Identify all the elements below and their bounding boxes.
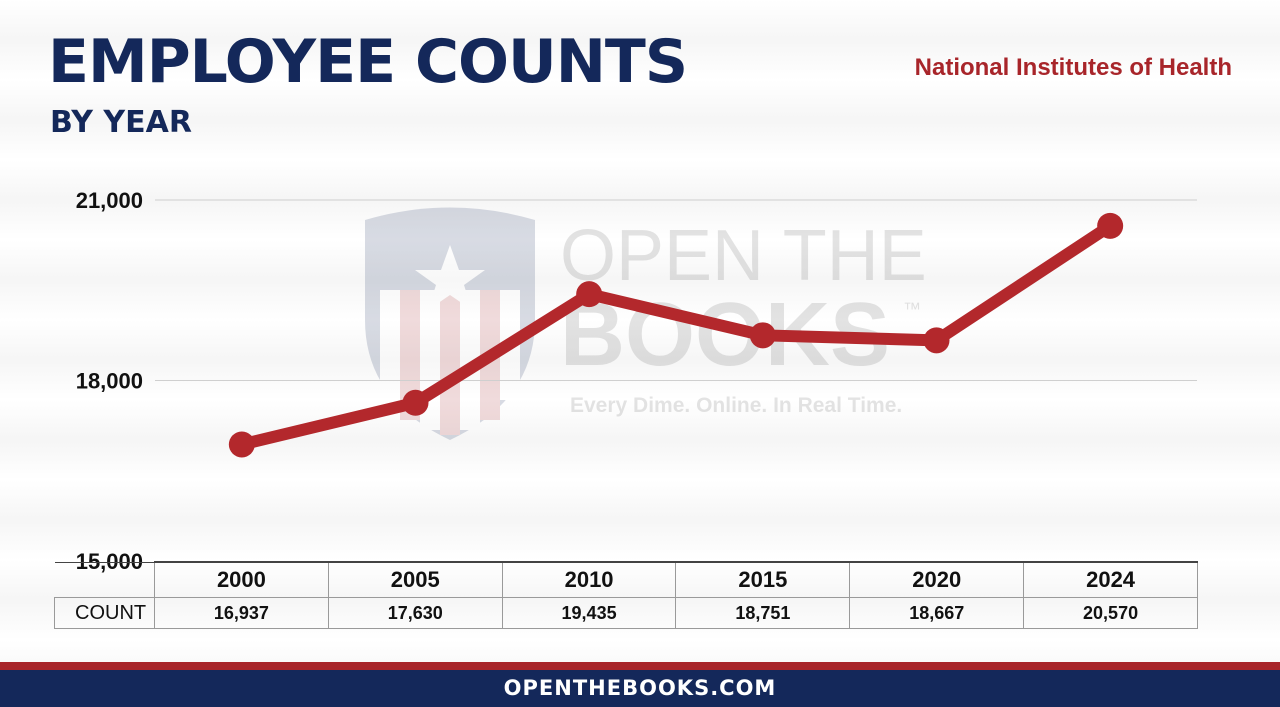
data-point bbox=[576, 281, 603, 308]
agency-name: National Institutes of Health bbox=[914, 54, 1232, 81]
page-title: EMPLOYEE COUNTS bbox=[48, 27, 688, 97]
watermark-logo: OPEN THE BOOKS ™ Every Dime. Online. In … bbox=[365, 207, 925, 440]
count-cell: 19,435 bbox=[501, 597, 677, 629]
gridlines bbox=[155, 199, 1197, 381]
data-point bbox=[923, 327, 950, 354]
watermark-trademark: ™ bbox=[903, 299, 921, 319]
watermark-line1: OPEN THE bbox=[560, 216, 925, 296]
shield-icon bbox=[365, 207, 535, 440]
year-cell: 2005 bbox=[327, 561, 503, 598]
year-cell: 2010 bbox=[501, 561, 677, 598]
series-polyline bbox=[235, 219, 1117, 451]
data-table: 2000 2005 2010 2015 2020 2024 COUNT 16,9… bbox=[54, 561, 1198, 629]
year-cell: 2024 bbox=[1023, 561, 1198, 598]
year-row: 2000 2005 2010 2015 2020 2024 bbox=[54, 561, 1198, 598]
data-point bbox=[1097, 212, 1124, 239]
count-row: COUNT 16,937 17,630 19,435 18,751 18,667… bbox=[54, 597, 1198, 629]
data-point bbox=[228, 431, 255, 458]
count-cell: 18,751 bbox=[675, 597, 851, 629]
data-point bbox=[749, 322, 776, 349]
count-cell: 20,570 bbox=[1023, 597, 1198, 629]
footer-stripe bbox=[0, 662, 1280, 670]
count-cell: 17,630 bbox=[327, 597, 503, 629]
footer-link[interactable]: OPENTHEBOOKS.COM bbox=[503, 676, 777, 700]
table-corner bbox=[54, 561, 155, 598]
data-point bbox=[402, 389, 429, 416]
data-points bbox=[228, 212, 1124, 458]
page-subtitle: BY YEAR bbox=[50, 105, 192, 140]
row-label: COUNT bbox=[54, 597, 155, 629]
footer-bar: OPENTHEBOOKS.COM bbox=[0, 670, 1280, 707]
year-cell: 2000 bbox=[154, 561, 329, 598]
y-tick-label: 21,000 bbox=[76, 188, 143, 213]
series-line bbox=[235, 219, 1117, 451]
count-cell: 18,667 bbox=[849, 597, 1025, 629]
count-cell: 16,937 bbox=[154, 597, 329, 629]
year-cell: 2015 bbox=[675, 561, 851, 598]
y-tick-label: 18,000 bbox=[76, 369, 143, 394]
watermark-tagline: Every Dime. Online. In Real Time. bbox=[570, 394, 902, 417]
year-cell: 2020 bbox=[849, 561, 1025, 598]
